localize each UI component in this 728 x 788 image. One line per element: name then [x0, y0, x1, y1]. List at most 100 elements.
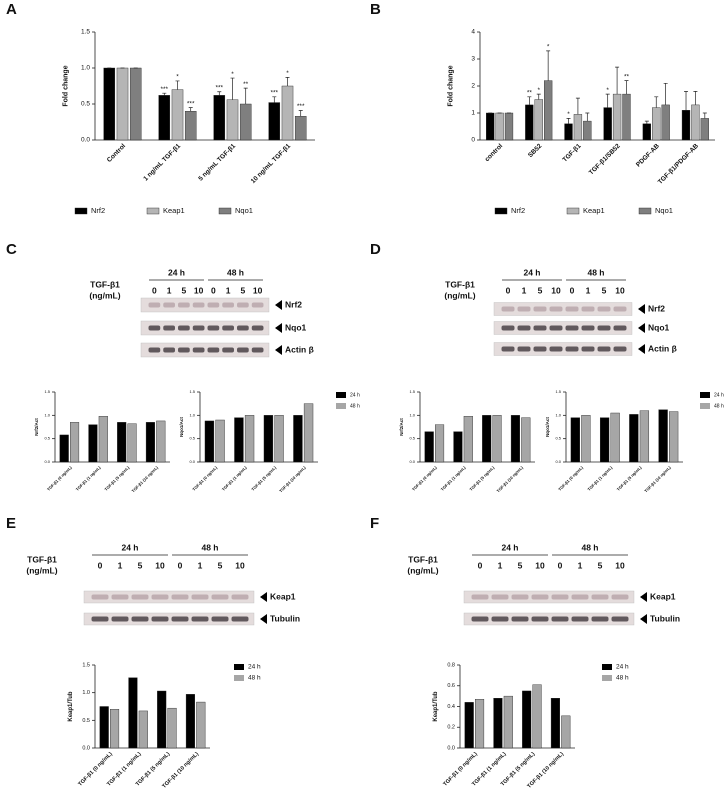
panel-label: E: [6, 515, 16, 532]
time-label: 48 h: [587, 267, 604, 277]
y-tick-label: 2: [471, 83, 475, 90]
blot-band: [549, 346, 563, 352]
bar: [658, 409, 668, 463]
time-label: 48 h: [581, 542, 598, 552]
blot-band: [511, 616, 529, 622]
blot-strip: [463, 590, 635, 604]
blot-band: [533, 346, 547, 352]
blot-band: [549, 306, 563, 312]
band-label: Nrf2: [648, 303, 665, 313]
bar: [167, 707, 177, 749]
blot-band: [549, 325, 563, 331]
x-tick-label: TGF-β1 (10 ng/mL): [496, 464, 525, 493]
bar: [463, 416, 473, 463]
x-tick-label: 10 ng/mL TGF-β1: [250, 142, 293, 185]
y-tick-label: 1.5: [189, 389, 195, 394]
bar: [522, 690, 532, 749]
unit-label: (ng/mL): [89, 290, 120, 300]
dose-label: 5: [598, 560, 603, 570]
dose-label: 10: [253, 285, 263, 295]
error-bar: [298, 110, 303, 117]
x-tick-label: TGF-β1 (0 ng/mL): [411, 464, 438, 491]
blot-band: [237, 347, 249, 353]
bar: [129, 67, 142, 141]
blot-band: [251, 347, 264, 353]
bar: [117, 422, 127, 463]
error-bar: [663, 82, 668, 105]
y-tick-label: 0: [471, 137, 475, 144]
blot-band: [207, 347, 220, 353]
significance: *: [606, 87, 609, 94]
legend-swatch: [74, 207, 88, 215]
blot-band: [511, 594, 529, 600]
significance: **: [624, 73, 630, 80]
dose-label: 5: [138, 560, 143, 570]
y-tick-label: 0.0: [44, 459, 50, 464]
blot-band: [192, 347, 205, 353]
legend-label: Keap1: [163, 206, 185, 215]
dose-label: 0: [478, 560, 483, 570]
bar: [669, 411, 679, 463]
x-tick-label: 1 ng/mL TGF-β1: [142, 142, 182, 182]
bar: [581, 415, 591, 463]
bar: [691, 104, 700, 141]
y-tick-label: 0.5: [409, 436, 415, 441]
dose-label: 5: [218, 560, 223, 570]
blot-band: [251, 325, 264, 331]
legend-label: 24 h: [714, 392, 724, 398]
legend-swatch: [638, 207, 652, 215]
legend-swatch: [602, 664, 612, 670]
error-bar: [575, 97, 580, 115]
dose-label: 0: [506, 285, 511, 295]
significance: ***: [161, 86, 169, 93]
bar: [281, 85, 294, 141]
x-tick-label: TGF-β1/SB52: [588, 142, 622, 176]
significance: ***: [271, 90, 279, 97]
blot-band: [111, 594, 129, 600]
error-bar: [624, 80, 629, 95]
bar: [116, 67, 129, 141]
band-arrow: [275, 300, 282, 310]
x-tick-label: TGF-β1 (1 ng/mL): [221, 464, 248, 491]
error-bar: [654, 96, 659, 108]
dose-label: 0: [211, 285, 216, 295]
blot-band: [565, 325, 579, 331]
x-tick-label: TGF-β1 (10 ng/mL): [131, 464, 160, 493]
dose-label: 1: [167, 285, 172, 295]
y-tick-label: 0.2: [447, 725, 455, 731]
x-tick-label: TGF-β1: [562, 142, 583, 163]
blot-band: [131, 594, 149, 600]
y-tick-label: 0.0: [447, 745, 455, 751]
bar: [158, 95, 171, 141]
band-label: Tubulin: [650, 613, 680, 623]
bar: [503, 695, 513, 749]
panel-label: D: [370, 241, 381, 258]
blot-band: [191, 616, 209, 622]
blot-band: [171, 616, 189, 622]
bar: [486, 112, 495, 141]
blot-band: [533, 306, 547, 312]
blot-strip: [140, 320, 270, 336]
significance: ***: [297, 103, 305, 110]
y-axis-label: Fold change: [63, 65, 70, 106]
blot-strip: [493, 342, 633, 356]
y-tick-label: 0.5: [44, 436, 50, 441]
legend-label: 24 h: [248, 664, 261, 671]
blot-band: [571, 594, 589, 600]
y-tick-label: 0.6: [447, 683, 455, 689]
x-tick-label: control: [484, 143, 505, 164]
dose-label: 5: [538, 285, 543, 295]
blot-band: [501, 325, 515, 331]
unit-label: (ng/mL): [26, 565, 57, 575]
error-bar: [243, 87, 248, 104]
dose-label: 10: [615, 560, 625, 570]
band-label: Keap1: [650, 591, 676, 601]
bar: [215, 419, 225, 463]
bar: [599, 417, 610, 463]
blot-band: [591, 616, 609, 622]
x-tick-label: TGF-β1 (5 ng/mL): [616, 464, 643, 491]
error-bar: [162, 92, 167, 96]
bar: [603, 107, 612, 141]
blot-band: [148, 347, 161, 353]
blot-strip: [140, 342, 270, 358]
